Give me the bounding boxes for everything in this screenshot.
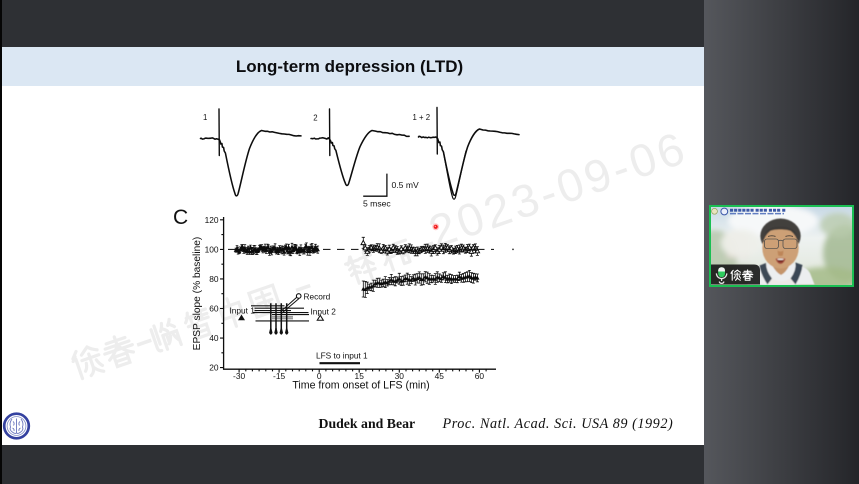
svg-text:Dudek and Bear: Dudek and Bear [319,416,416,431]
svg-text:45: 45 [435,371,445,381]
svg-text:60: 60 [475,371,485,381]
svg-text:120: 120 [205,215,219,225]
svg-text:1 + 2: 1 + 2 [413,113,431,122]
svg-text:20: 20 [209,363,219,373]
svg-text:40: 40 [209,333,219,343]
svg-text:2023-09-06: 2023-09-06 [422,121,694,258]
svg-text:15: 15 [355,371,365,381]
svg-text:-30: -30 [233,371,245,381]
svg-text:60: 60 [209,303,219,313]
svg-text:1: 1 [203,113,207,122]
svg-text:-15: -15 [273,371,285,381]
svg-text:Time from onset of LFS (min): Time from onset of LFS (min) [292,380,429,392]
svg-text:Input 1: Input 1 [230,306,256,316]
svg-text:0.5 mV: 0.5 mV [392,180,419,190]
svg-text:80: 80 [209,274,219,284]
svg-text:EPSP slope (% baseline): EPSP slope (% baseline) [192,237,203,351]
svg-text:0: 0 [317,371,322,381]
svg-text:100: 100 [205,244,219,254]
svg-text:Proc. Natl. Acad. Sci. USA 89: Proc. Natl. Acad. Sci. USA 89 (1992) [442,416,674,432]
svg-text:Input 2: Input 2 [311,307,337,317]
svg-text:5 msec: 5 msec [363,198,391,208]
svg-text:30: 30 [395,371,405,381]
svg-text:C: C [173,206,188,229]
svg-text:Record: Record [304,292,331,302]
svg-text:2: 2 [313,114,317,123]
svg-text:LFS to input 1: LFS to input 1 [316,351,368,361]
